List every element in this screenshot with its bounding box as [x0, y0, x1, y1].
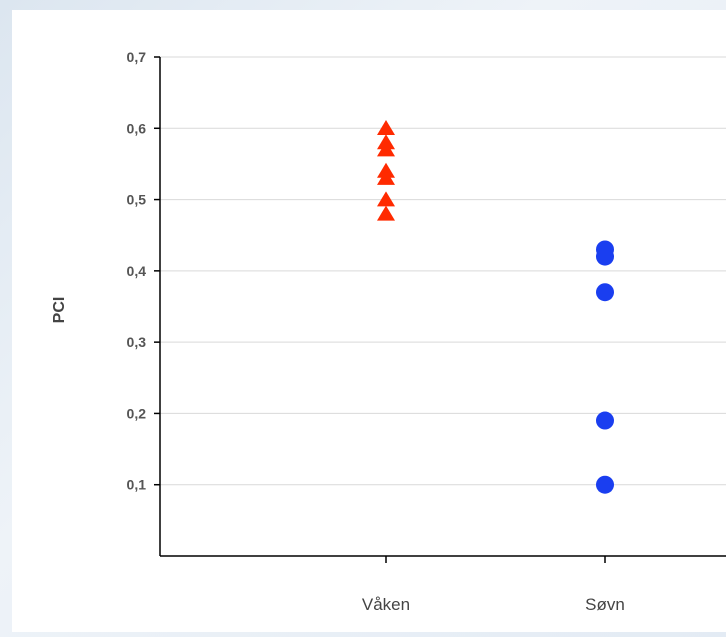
x-category-label: Våken	[362, 595, 410, 614]
chart-panel: 0,1 0,2 0,3 0,4 0,5 0,6 0,7 Våken Søvn PCI	[12, 10, 726, 632]
y-tick-label: 0,2	[127, 405, 147, 421]
x-tick-labels: Våken Søvn	[362, 556, 625, 614]
y-tick-label: 0,4	[127, 263, 147, 279]
circle-data-point	[596, 475, 614, 494]
gridlines	[160, 56, 726, 486]
y-tick-label: 0,7	[127, 49, 147, 65]
y-tick-label: 0,5	[127, 192, 147, 208]
triangle-data-point	[377, 205, 395, 221]
circle-data-point	[596, 411, 614, 430]
y-tick-labels: 0,1 0,2 0,3 0,4 0,5 0,6 0,7	[127, 49, 160, 493]
axes	[159, 57, 726, 557]
circle-data-point	[596, 247, 614, 266]
pci-scatter-chart: 0,1 0,2 0,3 0,4 0,5 0,6 0,7 Våken Søvn PCI	[51, 49, 726, 614]
triangle-data-point	[377, 141, 395, 157]
y-tick-label: 0,1	[127, 477, 147, 493]
triangle-data-point	[377, 191, 395, 207]
y-axis-title: PCI	[51, 297, 68, 324]
y-tick-label: 0,6	[127, 120, 147, 136]
x-category-label: Søvn	[585, 595, 625, 614]
y-tick-label: 0,3	[127, 334, 147, 350]
triangle-data-point	[377, 120, 395, 136]
data-points	[377, 120, 614, 494]
triangle-data-point	[377, 169, 395, 185]
circle-data-point	[596, 283, 614, 302]
